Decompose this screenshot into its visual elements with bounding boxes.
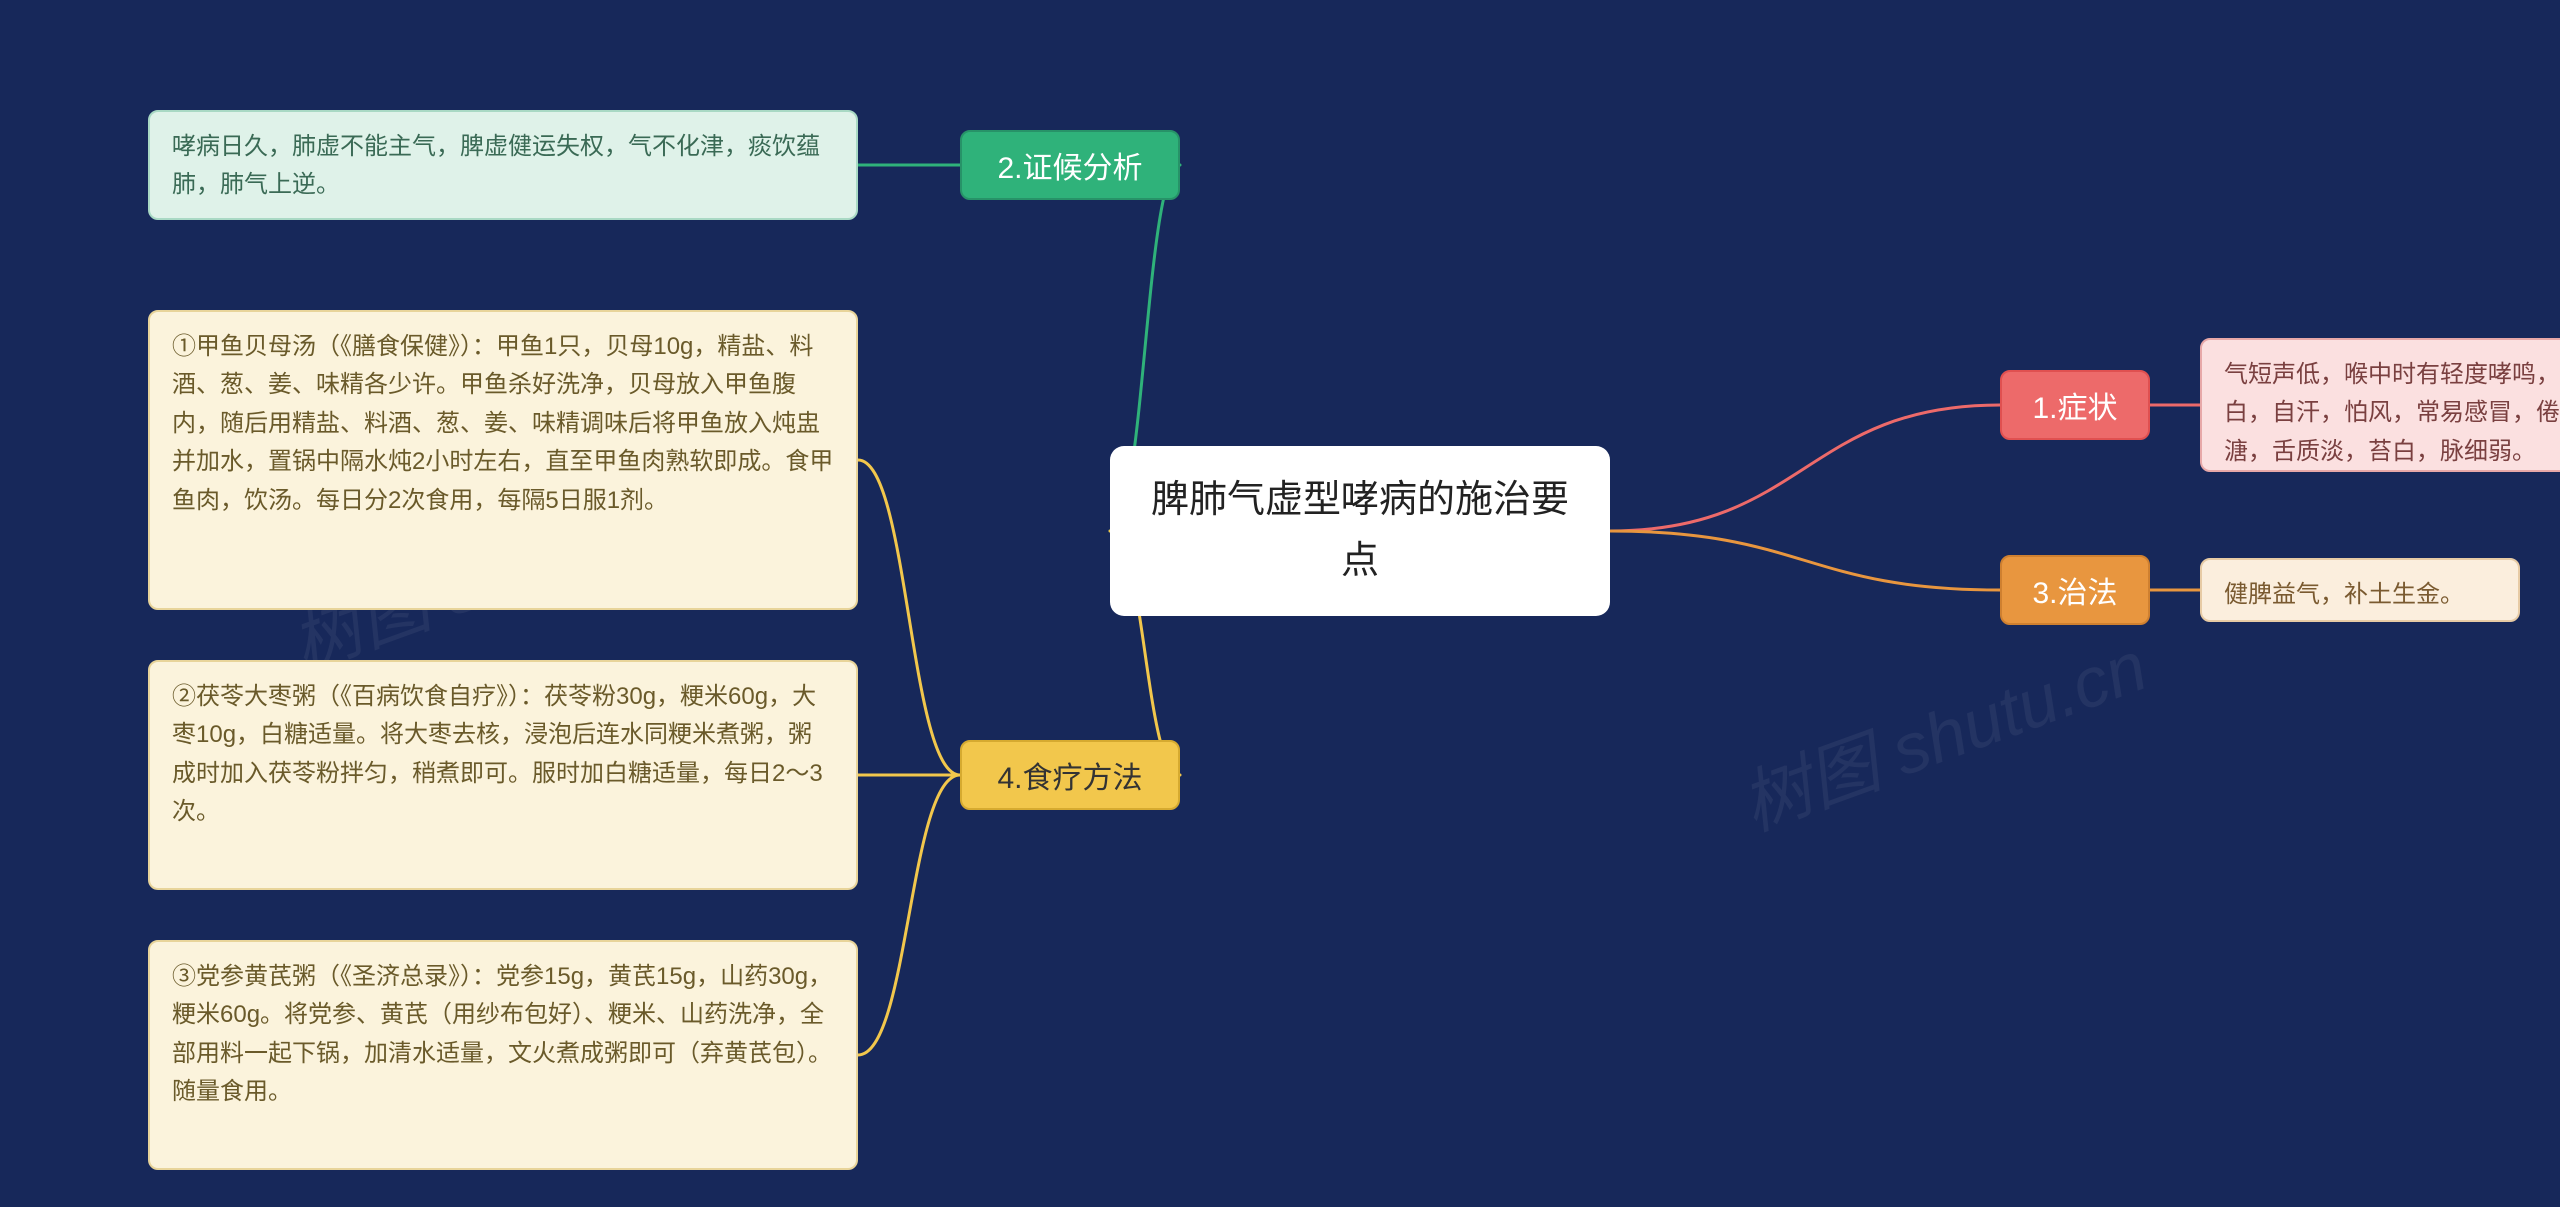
branch-b3: 3.治法 [2000,555,2150,625]
leaf-b4l1: ①甲鱼贝母汤（《膳食保健》）：甲鱼1只，贝母10g，精盐、料酒、葱、姜、味精各少… [148,310,858,610]
watermark-2: 树图 shutu.cn [1726,611,2159,851]
leaf-b3l1: 健脾益气，补土生金。 [2200,558,2520,622]
branch-b2: 2.证候分析 [960,130,1180,200]
leaf-b4l2: ②茯苓大枣粥（《百病饮食自疗》）：茯苓粉30g，粳米60g，大枣10g，白糖适量… [148,660,858,890]
leaf-b1l1: 气短声低，喉中时有轻度哮鸣，痰多质稀，色白，自汗，怕风，常易感冒，倦怠无力，食少… [2200,338,2560,472]
branch-b1: 1.症状 [2000,370,2150,440]
branch-b4: 4.食疗方法 [960,740,1180,810]
root-node: 脾肺气虚型哮病的施治要点 [1110,446,1610,616]
leaf-b2l1: 哮病日久，肺虚不能主气，脾虚健运失权，气不化津，痰饮蕴肺，肺气上逆。 [148,110,858,220]
leaf-b4l3: ③党参黄芪粥（《圣济总录》）：党参15g，黄芪15g，山药30g，粳米60g。将… [148,940,858,1170]
